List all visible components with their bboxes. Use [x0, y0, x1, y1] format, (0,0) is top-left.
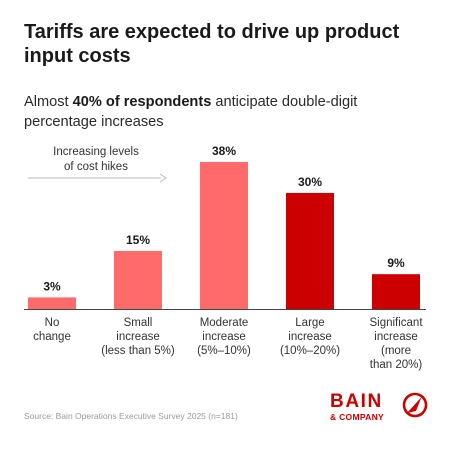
category-label: change [33, 331, 71, 343]
annotation-text: Increasing levels [53, 146, 139, 158]
category-label: Large [295, 317, 324, 329]
category-label: increase [116, 331, 159, 343]
category-label: than 20%) [370, 359, 423, 371]
category-label: Moderate [200, 317, 249, 329]
arrow-right-icon [159, 173, 167, 183]
logo-subtext: & COMPANY [330, 412, 385, 422]
category-label: (10%–20%) [280, 345, 340, 357]
source-note: Source: Bain Operations Executive Survey… [24, 411, 238, 421]
bain-logo: BAIN & COMPANY [330, 391, 430, 431]
bar-value-label: 38% [212, 144, 236, 158]
bar [372, 274, 420, 309]
category-label: increase [374, 331, 417, 343]
chart-subtitle: Almost 40% of respondents anticipate dou… [24, 92, 424, 132]
bar-value-label: 9% [387, 256, 405, 270]
category-label: (5%–10%) [197, 345, 251, 357]
subtitle-lead: Almost [24, 94, 73, 110]
bain-compass-icon [402, 392, 428, 418]
bar-value-label: 30% [298, 175, 322, 189]
bar [286, 192, 334, 309]
category-label: increase [288, 331, 331, 343]
bar-value-label: 3% [43, 279, 61, 293]
category-label: (less than 5%) [101, 345, 175, 357]
annotation-text: of cost hikes [64, 161, 128, 173]
subtitle-bold: 40% of respondents [72, 94, 212, 110]
bar-value-label: 15% [126, 233, 150, 247]
subtitle-rest: anticipate double-digit percentage incre… [24, 94, 358, 130]
category-label: Significant [369, 317, 423, 329]
bar-chart: Increasing levels of cost hikes 3% No change… [24, 144, 426, 371]
bar [28, 297, 76, 309]
bar [114, 250, 162, 309]
chart-title: Tariffs are expected to drive up product… [24, 21, 400, 67]
logo-wordmark: BAIN [330, 391, 383, 412]
bar [200, 162, 248, 309]
category-label: (more [381, 345, 411, 357]
category-label: increase [202, 331, 245, 343]
category-label: Small [124, 317, 153, 329]
category-label: No [45, 317, 60, 329]
